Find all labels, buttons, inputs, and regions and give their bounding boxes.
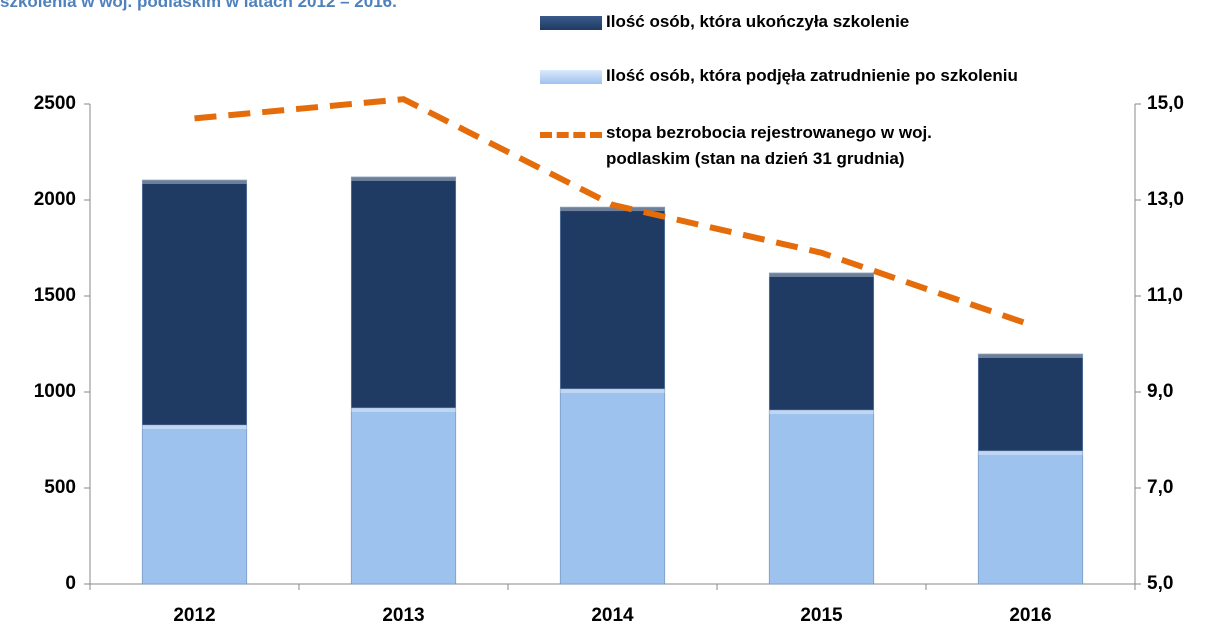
x-tick-label: 2014 [591, 605, 634, 626]
y-tick-label: 1000 [34, 381, 76, 402]
chart-title: szkolenia w woj. podlaskim w latach 2012… [0, 0, 397, 11]
x-tick-label: 2013 [382, 605, 424, 626]
bar [559, 388, 666, 585]
bar-cap [769, 410, 874, 415]
y-tick-label: 500 [44, 477, 76, 498]
legend-label: stopa bezrobocia rejestrowanego w woj. p… [606, 123, 932, 168]
legend-item: Ilość osób, która podjęła zatrudnienie p… [540, 66, 1018, 86]
y2-tick-label: 11,0 [1147, 285, 1183, 306]
y-tick-label: 0 [65, 573, 76, 594]
bar-cap [142, 425, 247, 430]
bar [977, 450, 1084, 585]
x-tick-label: 2012 [173, 605, 215, 626]
legend-label: Ilość osób, która ukończyła szkolenie [606, 12, 910, 31]
y-tick-label: 1500 [34, 285, 76, 306]
bar-cap [351, 176, 456, 181]
legend-item: Ilość osób, która ukończyła szkolenie [540, 12, 909, 32]
legend-swatch [540, 70, 602, 84]
x-tick-label: 2016 [1009, 605, 1051, 626]
y2-tick-label: 15,0 [1147, 93, 1184, 114]
y2-tick-label: 7,0 [1147, 477, 1173, 498]
legend-item: stopa bezrobocia rejestrowanego w woj. p… [540, 123, 980, 172]
bar-cap [560, 388, 665, 393]
bar [350, 407, 457, 585]
legend-label: Ilość osób, która podjęła zatrudnienie p… [606, 66, 1018, 85]
bar-cap [769, 272, 874, 277]
bar [141, 424, 248, 585]
y2-tick-label: 13,0 [1147, 189, 1184, 210]
y2-tick-label: 9,0 [1147, 381, 1173, 402]
x-tick-label: 2015 [800, 605, 843, 626]
bar-cap [351, 407, 456, 412]
bar-cap [142, 180, 247, 185]
bar [768, 409, 875, 585]
legend-swatch [540, 132, 602, 138]
line [194, 96, 1032, 328]
y-tick-label: 2500 [34, 93, 76, 114]
bar-cap [978, 353, 1083, 358]
legend-swatch [540, 16, 602, 30]
bar-cap [978, 450, 1083, 455]
bar-cap [560, 207, 665, 212]
y-tick-label: 2000 [34, 189, 76, 210]
y2-tick-label: 5,0 [1147, 573, 1173, 594]
